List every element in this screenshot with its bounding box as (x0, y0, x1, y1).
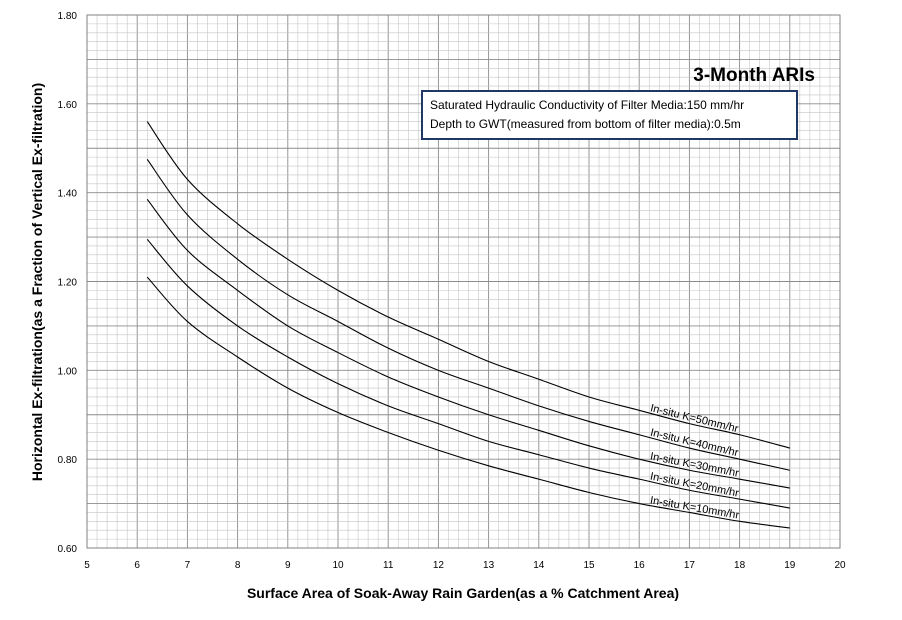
y-axis-title: Horizontal Ex-filtration(as a Fraction o… (29, 83, 45, 481)
x-tick-label: 13 (483, 560, 495, 571)
x-tick-label: 17 (684, 560, 696, 571)
x-tick-label: 14 (533, 560, 545, 571)
y-axis-ticks: 0.60 0.80 1.00 1.20 1.40 1.60 1.80 (58, 11, 78, 555)
y-tick-label: 1.40 (58, 189, 78, 200)
series-group (146, 121, 790, 529)
y-tick-label: 1.60 (58, 100, 78, 111)
x-tick-label: 20 (834, 560, 846, 571)
x-tick-label: 7 (185, 560, 191, 571)
x-tick-label: 12 (433, 560, 445, 571)
x-axis-ticks: 5 6 7 8 9 10 11 12 13 14 15 16 17 18 19 20 (84, 560, 846, 571)
x-tick-label: 8 (235, 560, 241, 571)
grid (86, 14, 841, 549)
x-axis-title: Surface Area of Soak-Away Rain Garden(as… (247, 585, 679, 601)
series-line-4 (146, 238, 790, 509)
x-tick-label: 5 (84, 560, 90, 571)
x-tick-label: 18 (734, 560, 746, 571)
y-tick-label: 0.80 (58, 455, 78, 466)
x-tick-label: 9 (285, 560, 291, 571)
x-tick-label: 16 (634, 560, 646, 571)
annotation-line-2: Depth to GWT(measured from bottom of fil… (430, 117, 741, 131)
series-line-3 (146, 198, 790, 489)
x-tick-label: 15 (583, 560, 595, 571)
y-tick-label: 1.00 (58, 366, 78, 377)
series-line-2 (146, 159, 790, 471)
plot-frame (86, 14, 841, 549)
y-tick-label: 1.20 (58, 278, 78, 289)
x-tick-label: 10 (332, 560, 344, 571)
series-line-1 (146, 121, 790, 449)
x-tick-label: 6 (134, 560, 140, 571)
x-tick-label: 11 (383, 560, 394, 571)
y-tick-label: 0.60 (58, 544, 78, 555)
annotation-box (421, 90, 798, 140)
annotation-line-1: Saturated Hydraulic Conductivity of Filt… (430, 98, 744, 112)
series-line-5 (146, 276, 790, 529)
y-tick-label: 1.80 (58, 11, 78, 22)
x-tick-label: 19 (784, 560, 796, 571)
chart-title: 3-Month ARIs (693, 65, 815, 86)
